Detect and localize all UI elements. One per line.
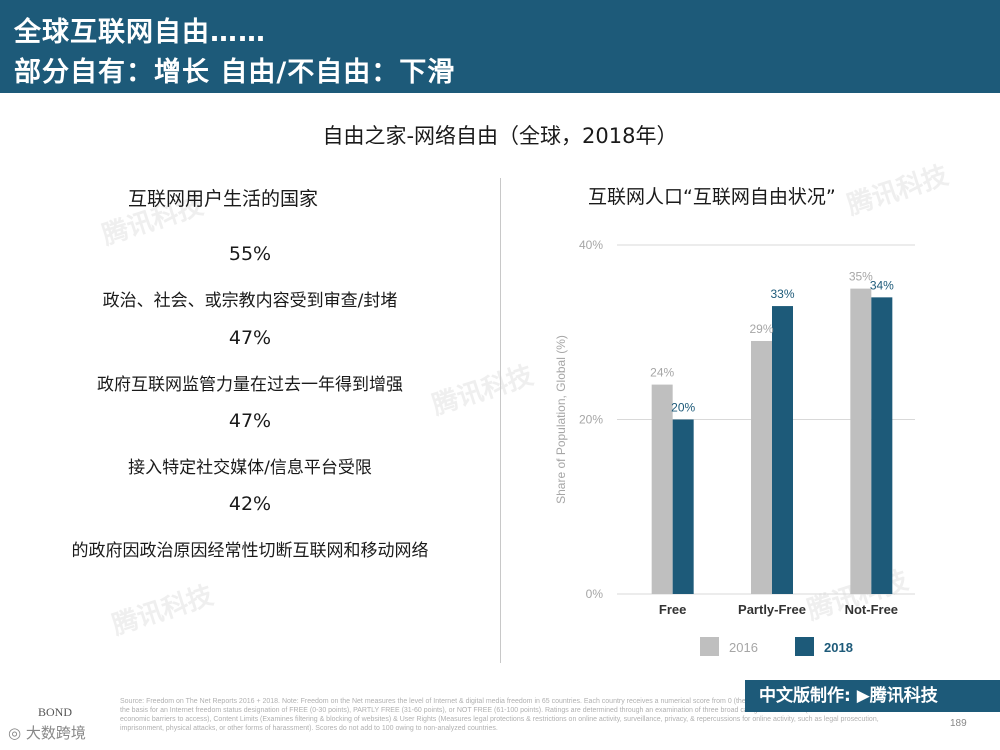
publisher-badge: 中文版制作: ▶腾讯科技 bbox=[745, 680, 1000, 712]
bar-2018-partly-free bbox=[772, 306, 793, 594]
legend-label-2016: 2016 bbox=[729, 640, 758, 655]
header-title-line2: 部分自有：增长 自由/不自由：下滑 bbox=[14, 57, 456, 88]
watermark-4: 腾讯科技 bbox=[843, 160, 952, 222]
x-tick-label-not-free: Not-Free bbox=[845, 602, 898, 617]
legend-swatch-2016 bbox=[700, 637, 719, 656]
legend-swatch-2018 bbox=[795, 637, 814, 656]
data-label-2016-partly-free: 29% bbox=[749, 322, 773, 336]
population-freedom-bar-chart: 0% 20% 40% Share of Population, Global (%) 2… bbox=[554, 238, 915, 656]
x-tick-label-partly-free: Partly-Free bbox=[738, 602, 806, 617]
x-tick-label-free: Free bbox=[659, 602, 686, 617]
bar-2016-not-free bbox=[850, 288, 872, 594]
stat-label-2: 政府互联网监管力量在过去一年得到增强 bbox=[97, 375, 403, 395]
y-tick-label-1: 20% bbox=[579, 413, 603, 427]
y-tick-label-0: 0% bbox=[586, 587, 604, 601]
stat-label-1: 政治、社会、或宗教内容受到审查/封堵 bbox=[102, 291, 398, 311]
stat-value-4: 42% bbox=[228, 493, 272, 515]
header-title-line1: 全球互联网自由…… bbox=[14, 17, 266, 48]
data-label-2016-not-free: 35% bbox=[849, 270, 873, 284]
page-number: 189 bbox=[950, 718, 967, 729]
header-banner: 全球互联网自由…… 部分自有：增长 自由/不自由：下滑 bbox=[0, 0, 1000, 93]
stat-value-2: 47% bbox=[228, 327, 272, 349]
source-note: Source: Freedom on The Net Reports 2016 … bbox=[120, 698, 902, 732]
bar-2018-free bbox=[672, 419, 694, 594]
bar-2016-free bbox=[651, 384, 673, 594]
y-axis-label: Share of Population, Global (%) bbox=[554, 335, 568, 504]
data-label-2016-free: 24% bbox=[650, 366, 674, 380]
stat-value-1: 55% bbox=[228, 243, 272, 265]
bar-2018-not-free bbox=[871, 297, 893, 594]
left-heading: 互联网用户生活的国家 bbox=[128, 188, 319, 210]
column-divider bbox=[500, 178, 501, 663]
data-label-2018-partly-free: 33% bbox=[770, 287, 794, 301]
chart-heading: 互联网人口“互联网自由状况” bbox=[588, 186, 836, 208]
slide-subtitle: 自由之家-网络自由（全球，2018年） bbox=[322, 124, 678, 148]
y-tick-label-2: 40% bbox=[579, 238, 603, 252]
stat-value-3: 47% bbox=[228, 410, 272, 432]
stat-label-3: 接入特定社交媒体/信息平台受限 bbox=[128, 458, 372, 478]
bar-2016-partly-free bbox=[751, 340, 772, 594]
stat-label-4: 的政府因政治原因经常性切断互联网和移动网络 bbox=[71, 541, 429, 561]
legend-label-2018: 2018 bbox=[824, 640, 853, 655]
bond-logo: BOND bbox=[38, 705, 73, 719]
watermark-3: 腾讯科技 bbox=[108, 580, 217, 642]
data-label-2018-free: 20% bbox=[671, 401, 695, 415]
wechat-watermark: ◎ 大数跨境 bbox=[8, 724, 86, 742]
data-label-2018-not-free: 34% bbox=[870, 278, 894, 292]
